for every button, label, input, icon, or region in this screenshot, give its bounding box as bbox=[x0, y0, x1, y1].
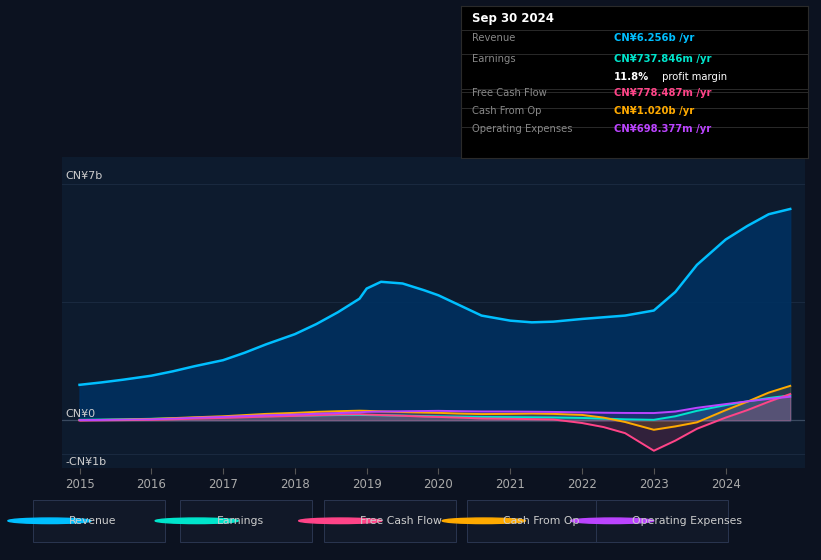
Circle shape bbox=[8, 518, 91, 524]
Text: profit margin: profit margin bbox=[659, 72, 727, 82]
Text: Cash From Op: Cash From Op bbox=[503, 516, 580, 526]
Text: Free Cash Flow: Free Cash Flow bbox=[360, 516, 442, 526]
Text: Operating Expenses: Operating Expenses bbox=[472, 124, 572, 134]
FancyBboxPatch shape bbox=[33, 500, 165, 542]
FancyBboxPatch shape bbox=[467, 500, 599, 542]
FancyBboxPatch shape bbox=[180, 500, 312, 542]
Text: CN¥6.256b /yr: CN¥6.256b /yr bbox=[614, 33, 695, 43]
Text: Earnings: Earnings bbox=[472, 54, 516, 64]
Circle shape bbox=[299, 518, 382, 524]
Text: Free Cash Flow: Free Cash Flow bbox=[472, 88, 547, 98]
Text: Revenue: Revenue bbox=[472, 33, 515, 43]
Text: Operating Expenses: Operating Expenses bbox=[632, 516, 742, 526]
Circle shape bbox=[443, 518, 525, 524]
FancyBboxPatch shape bbox=[595, 500, 727, 542]
Text: Sep 30 2024: Sep 30 2024 bbox=[472, 12, 554, 25]
Text: -CN¥1b: -CN¥1b bbox=[65, 457, 106, 467]
Text: CN¥7b: CN¥7b bbox=[65, 171, 103, 181]
Text: CN¥698.377m /yr: CN¥698.377m /yr bbox=[614, 124, 711, 134]
Text: CN¥737.846m /yr: CN¥737.846m /yr bbox=[614, 54, 711, 64]
Text: Cash From Op: Cash From Op bbox=[472, 106, 541, 116]
FancyBboxPatch shape bbox=[323, 500, 456, 542]
Circle shape bbox=[571, 518, 654, 524]
Text: CN¥1.020b /yr: CN¥1.020b /yr bbox=[614, 106, 694, 116]
Text: CN¥778.487m /yr: CN¥778.487m /yr bbox=[614, 88, 711, 98]
Text: Revenue: Revenue bbox=[69, 516, 117, 526]
Text: CN¥0: CN¥0 bbox=[65, 409, 95, 419]
Text: Earnings: Earnings bbox=[217, 516, 264, 526]
Circle shape bbox=[155, 518, 238, 524]
Text: 11.8%: 11.8% bbox=[614, 72, 649, 82]
